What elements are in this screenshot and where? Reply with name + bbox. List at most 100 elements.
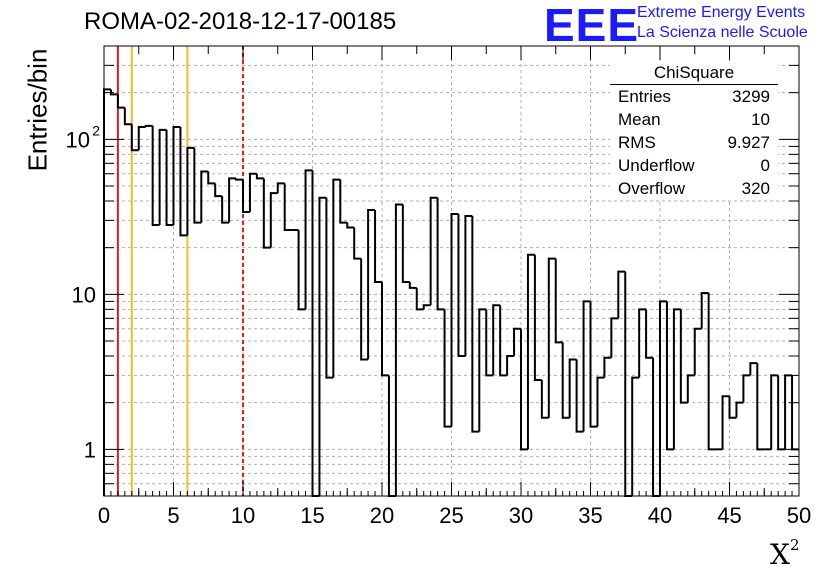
histogram-bin: [130, 124, 139, 152]
histogram-bin: [499, 305, 508, 377]
histogram-bin: [693, 327, 702, 376]
histogram-bin: [109, 89, 118, 96]
stats-row-overflow: Overflow 320: [610, 177, 778, 200]
histogram-bin: [610, 317, 619, 358]
histogram-bin: [221, 196, 230, 224]
histogram-bin: [547, 257, 556, 418]
x-tick-label: 5: [167, 503, 179, 528]
histogram-bin: [262, 178, 271, 249]
histogram-bin: [207, 171, 216, 185]
histogram-bin: [325, 197, 334, 379]
histogram-bin: [735, 401, 744, 418]
histogram-bin: [374, 209, 382, 284]
histogram-bin: [367, 208, 376, 360]
histogram-bin: [242, 179, 250, 213]
histogram-bin: [144, 124, 153, 128]
histogram-bin: [540, 380, 549, 419]
threshold-lines: [116, 46, 244, 496]
x-axis-label: X2: [770, 536, 799, 571]
histogram-bin: [248, 172, 257, 212]
histogram-bin: [721, 395, 730, 450]
x-tick-label: 50: [787, 503, 811, 528]
histogram-bin: [652, 357, 660, 497]
histogram-bin: [297, 230, 306, 311]
histogram-bin: [506, 355, 515, 376]
histogram-bin: [429, 196, 438, 306]
histogram-bin: [443, 309, 452, 428]
histogram-bin: [791, 375, 799, 451]
histogram-bin: [492, 304, 501, 376]
stats-label: RMS: [618, 133, 656, 152]
x-tick-label: 40: [648, 503, 672, 528]
histogram-bin: [276, 182, 285, 194]
histogram-bin: [415, 287, 424, 311]
histogram-bin: [318, 196, 327, 496]
histogram-bin: [193, 147, 202, 224]
histogram-bin: [645, 309, 654, 359]
histogram-bin: [520, 328, 528, 451]
histogram-bin: [186, 146, 195, 236]
histogram-bin: [464, 215, 473, 357]
histogram-bin: [770, 374, 779, 450]
x-tick-label: 25: [439, 503, 463, 528]
histogram-bin: [339, 179, 348, 224]
histogram-bin: [283, 183, 292, 232]
histogram-bin: [784, 374, 793, 450]
y-tick-label: 10: [66, 127, 90, 152]
histogram-bin: [575, 359, 584, 433]
histogram-bin: [269, 192, 278, 248]
histogram-bin: [387, 375, 396, 497]
stats-value: 10: [751, 110, 770, 129]
histogram-bin: [228, 177, 237, 223]
histogram-bin: [401, 204, 410, 284]
histogram-bin: [360, 258, 369, 361]
stats-title: ChiSquare: [610, 62, 778, 85]
logo-line-2: La Scienza nelle Scuole: [637, 24, 808, 41]
stats-row-mean: Mean 10: [610, 108, 778, 131]
histogram-bin: [353, 227, 362, 260]
histogram-bin: [123, 107, 132, 126]
histogram-bin: [450, 212, 459, 427]
histogram-bin: [457, 213, 466, 358]
chart-title: ROMA-02-2018-12-17-00185: [84, 8, 397, 35]
histogram-bin: [255, 173, 264, 180]
histogram-bin: [728, 396, 737, 419]
x-axis-label-text: X: [770, 538, 790, 571]
x-tick-label: 0: [98, 503, 110, 528]
histogram-bin: [485, 309, 494, 377]
histogram-bin: [235, 178, 243, 181]
histogram-bin: [700, 291, 709, 329]
histogram-bin: [165, 129, 174, 227]
histogram-bin: [172, 126, 181, 226]
histogram-bin: [659, 300, 667, 496]
histogram-bin: [436, 197, 445, 311]
stats-box: ChiSquare Entries 3299 Mean 10 RMS 9.927 Un…: [610, 62, 778, 200]
histogram-bin: [151, 125, 160, 227]
histogram-bin: [381, 282, 389, 377]
histogram-bin: [394, 203, 403, 496]
histogram-bin: [471, 216, 480, 433]
y-tick-label-sup: 2: [92, 122, 100, 138]
histogram-bin: [603, 356, 612, 378]
stats-row-entries: Entries 3299: [610, 85, 778, 108]
x-tick-label: 30: [509, 503, 533, 528]
y-tick-label: 1: [84, 437, 96, 462]
x-tick-label: 15: [300, 503, 324, 528]
histogram-bin: [526, 253, 535, 450]
histogram-bin: [631, 376, 640, 496]
stats-value: 320: [741, 179, 770, 198]
logo-mark: EEE: [544, 0, 640, 51]
histogram-bin: [672, 308, 681, 450]
histogram-bin: [179, 127, 188, 237]
histogram-bin: [214, 183, 223, 198]
histogram-bin: [707, 292, 716, 451]
histogram-bin: [589, 301, 598, 428]
stats-label: Mean: [618, 110, 661, 129]
histogram-bin: [582, 300, 591, 432]
logo-line-1: Extreme Energy Events: [637, 4, 806, 21]
histogram-bin: [638, 308, 647, 378]
stats-value: 0: [760, 156, 770, 175]
stats-value: 9.927: [727, 133, 770, 152]
stats-row-rms: RMS 9.927: [610, 131, 778, 154]
